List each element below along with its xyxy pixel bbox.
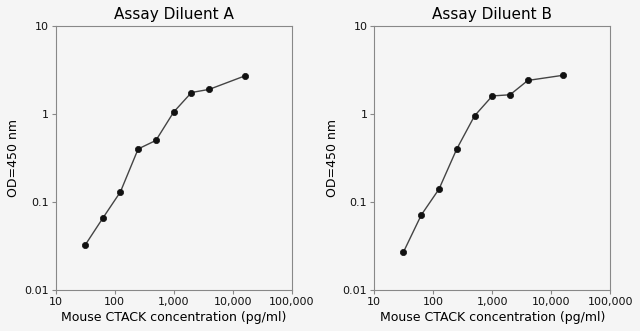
Y-axis label: OD=450 nm: OD=450 nm [326, 119, 339, 197]
Title: Assay Diluent B: Assay Diluent B [432, 7, 552, 22]
X-axis label: Mouse CTACK concentration (pg/ml): Mouse CTACK concentration (pg/ml) [61, 311, 286, 324]
Title: Assay Diluent A: Assay Diluent A [114, 7, 234, 22]
X-axis label: Mouse CTACK concentration (pg/ml): Mouse CTACK concentration (pg/ml) [380, 311, 605, 324]
Y-axis label: OD=450 nm: OD=450 nm [7, 119, 20, 197]
